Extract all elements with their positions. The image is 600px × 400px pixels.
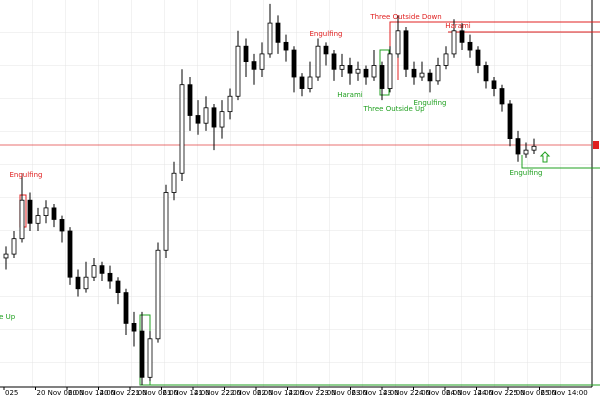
candle-body — [387, 53, 393, 89]
candle-body — [475, 49, 481, 66]
candle-body — [99, 265, 105, 274]
candle-body — [163, 192, 169, 251]
candle-body — [27, 199, 33, 224]
candle-body — [531, 145, 537, 151]
candle-body — [227, 95, 233, 113]
candle-body — [363, 68, 369, 78]
candle-body — [203, 107, 209, 124]
candle-body — [427, 72, 433, 82]
candle-body — [19, 199, 25, 240]
candle-body — [11, 238, 17, 255]
candle-body — [467, 41, 473, 51]
candle-body — [179, 84, 185, 174]
pattern-label: Engulfing — [10, 171, 43, 179]
candle-body — [195, 115, 201, 124]
x-tick-label: 22 Nov 14:00 — [257, 389, 304, 397]
pattern-label: Harami — [337, 91, 363, 99]
candle-body — [219, 111, 225, 128]
candle-body — [211, 107, 217, 128]
x-tick-label: 24 Nov 14:00 — [446, 389, 493, 397]
candle-body — [291, 49, 297, 78]
candle-body — [43, 207, 49, 216]
candle-body — [507, 103, 513, 139]
x-tick-label: 025 — [5, 389, 18, 397]
candle-body — [187, 84, 193, 116]
candle-body — [251, 61, 257, 70]
candle-body — [339, 65, 345, 70]
candle-body — [331, 53, 337, 70]
x-tick-label: 22 Nov 22:00 — [289, 389, 336, 397]
candle-body — [75, 276, 81, 290]
pattern-label: Engulfing — [310, 30, 343, 38]
candle-body — [443, 53, 449, 66]
candle-body — [379, 65, 385, 89]
candle-body — [131, 322, 137, 332]
candle-body — [267, 22, 273, 55]
candle-body — [259, 53, 265, 70]
pattern-label: Engulfing — [414, 99, 447, 107]
candle-body — [483, 65, 489, 82]
candle-body — [395, 30, 401, 55]
x-tick-label: 20 Nov 14:00 — [68, 389, 115, 397]
price-marker — [593, 141, 599, 149]
candle-body — [523, 149, 529, 155]
candle-body — [491, 80, 497, 89]
candle-body — [459, 30, 465, 43]
candle-body — [139, 330, 145, 378]
x-tick-label: 20 Nov 22:00 — [100, 389, 147, 397]
pattern-label: ide Up — [0, 313, 16, 321]
candle-body — [171, 172, 177, 193]
candle-body — [235, 45, 241, 97]
pattern-label: Three Outside Up — [362, 105, 425, 113]
candle-body — [515, 138, 521, 155]
candle-body — [67, 230, 73, 278]
candle-body — [411, 68, 417, 78]
x-tick-label: 23 Nov 06:00 — [320, 389, 367, 397]
candle-body — [323, 45, 329, 55]
x-tick-label: 25 Nov 06:00 — [509, 389, 556, 397]
candle-body — [283, 41, 289, 51]
candle-body — [403, 30, 409, 70]
x-tick-label: 23 Nov 22:00 — [383, 389, 430, 397]
x-tick-label: 21 Nov 14:00 — [163, 389, 210, 397]
candle-body — [115, 280, 121, 293]
candle-body — [107, 272, 113, 282]
candle-body — [499, 88, 505, 105]
x-tick-label: 23 Nov 14:00 — [352, 389, 399, 397]
candle-body — [35, 215, 41, 224]
candle-body — [83, 276, 89, 290]
candle-body — [299, 76, 305, 89]
candle-body — [451, 30, 457, 55]
pattern-line — [521, 155, 600, 169]
candle-body — [91, 265, 97, 278]
candle-body — [147, 338, 153, 378]
x-tick-label: 22 Nov 06:00 — [226, 389, 273, 397]
candle-body — [371, 65, 377, 78]
candle-body — [307, 76, 313, 89]
candle-body — [155, 249, 161, 340]
candle-body — [435, 65, 441, 82]
pattern-label: Harami — [445, 22, 471, 30]
candle-body — [3, 253, 9, 259]
candle-body — [51, 207, 57, 220]
buy-arrow — [539, 151, 551, 163]
x-tick-label: 20 Nov 06:00 — [37, 389, 84, 397]
x-tick-label: 21 Nov 22:00 — [194, 389, 241, 397]
candle-body — [243, 45, 249, 63]
x-tick-label: 21 Nov 06:00 — [131, 389, 178, 397]
pattern-label: Engulfing — [510, 169, 543, 177]
x-tick-label: 24 Nov 06:00 — [415, 389, 462, 397]
candle-body — [275, 22, 281, 43]
candle-body — [315, 45, 321, 78]
candle-body — [59, 219, 65, 232]
candle-body — [123, 292, 129, 324]
pattern-label: Three Outside Down — [369, 13, 441, 21]
x-tick-label: 25 Nov 14:00 — [541, 389, 588, 397]
candle-body — [355, 68, 361, 74]
candle-body — [347, 65, 353, 74]
x-tick-label: 24 Nov 22:00 — [478, 389, 525, 397]
candle-body — [419, 72, 425, 78]
